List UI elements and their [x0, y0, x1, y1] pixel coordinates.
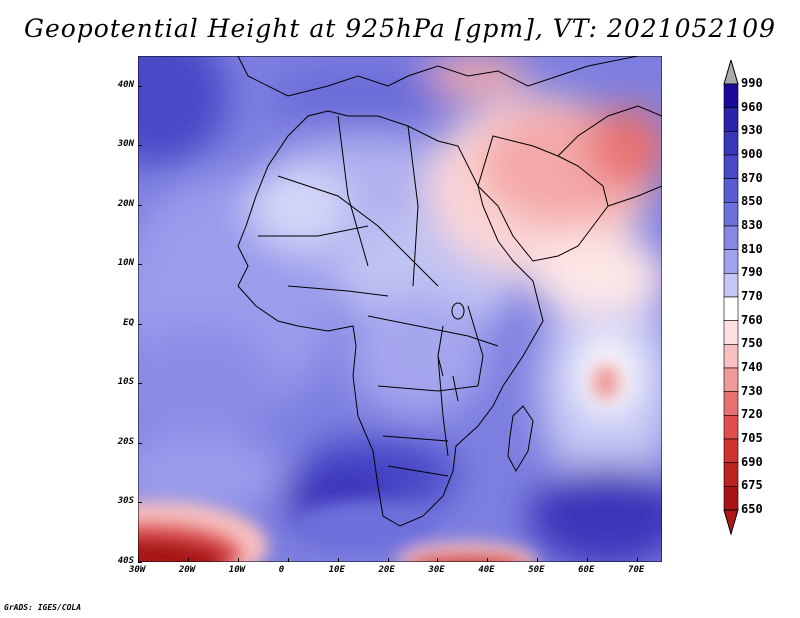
- colorbar-level-label: 830: [741, 218, 763, 232]
- map-canvas: [137, 55, 663, 563]
- colorbar-swatch: [723, 131, 739, 156]
- colorbar-level-label: 810: [741, 241, 763, 256]
- colorbar-swatch: [723, 296, 739, 321]
- lat-label: 10N: [117, 258, 134, 269]
- coastlines: [237, 56, 662, 527]
- colorbar-level-label: 870: [741, 170, 763, 185]
- colorbar-level-label: 750: [741, 336, 763, 351]
- lat-tick: [138, 383, 142, 385]
- lon-label: 60E: [578, 565, 595, 575]
- colorbar-level-label: 790: [741, 265, 763, 280]
- colorbar-swatch: [723, 83, 739, 108]
- colorbar-level-label: 705: [741, 431, 763, 445]
- colorbar-swatch: [723, 225, 739, 250]
- colorbar-swatch: [723, 273, 739, 298]
- footer-credit: GrADS: IGES/COLA: [4, 603, 82, 612]
- lon-tick: [387, 558, 389, 562]
- colorbar-swatch: [723, 415, 739, 440]
- colorbar-level-label: 675: [741, 478, 763, 493]
- lon-label: 30E: [428, 565, 445, 575]
- colorbar-swatch: [723, 438, 739, 463]
- colorbar-swatch: [723, 344, 739, 369]
- colorbar-swatch: [723, 202, 739, 227]
- lon-label: 0: [278, 565, 285, 575]
- lat-label: 10S: [117, 377, 134, 388]
- chart-title: Geopotential Height at 925hPa [gpm], VT:…: [23, 14, 777, 43]
- colorbar-swatch: [723, 249, 739, 274]
- lon-label: 10E: [328, 565, 345, 575]
- lat-label: 40S: [117, 556, 134, 566]
- lon-label: 40E: [478, 565, 495, 575]
- lon-tick: [187, 558, 189, 562]
- colorbar-level-label: 650: [741, 502, 763, 516]
- colorbar-level-label: 990: [741, 76, 763, 90]
- lon-label: 20W: [178, 565, 196, 575]
- map-panel: [137, 55, 663, 563]
- colorbar-level-label: 760: [741, 312, 763, 327]
- colorbar-level-label: 730: [741, 383, 763, 398]
- colorbar-swatch: [723, 154, 739, 179]
- colorbar-swatch: [723, 107, 739, 132]
- lon-label: 70E: [628, 565, 645, 575]
- lon-tick: [437, 558, 439, 562]
- lat-tick: [138, 502, 142, 504]
- lat-label: 20S: [117, 436, 134, 447]
- lat-tick: [138, 264, 142, 266]
- colorbar-level-label: 960: [741, 99, 763, 114]
- colorbar-swatch: [723, 486, 739, 511]
- lon-tick: [587, 558, 589, 562]
- lon-tick: [487, 558, 489, 562]
- colorbar-level-label: 720: [741, 407, 763, 422]
- lat-tick: [138, 85, 142, 87]
- lat-tick: [138, 204, 142, 206]
- lat-label: EQ: [123, 317, 134, 328]
- colorbar-level-label: 850: [741, 194, 763, 209]
- colorbar-level-label: 900: [741, 147, 763, 161]
- lon-tick: [287, 558, 289, 562]
- lat-tick: [138, 442, 142, 444]
- lat-label: 30N: [117, 139, 134, 150]
- colorbar-level-label: 740: [741, 360, 763, 374]
- lon-label: 20E: [378, 565, 395, 575]
- lon-tick: [537, 558, 539, 562]
- lon-label: 10W: [228, 565, 246, 575]
- colorbar-swatches: [723, 60, 739, 536]
- lat-tick: [138, 145, 142, 147]
- lon-tick: [237, 558, 239, 562]
- colorbar-bottom-arrow: [723, 509, 739, 536]
- lat-label: 20N: [117, 198, 134, 209]
- lon-label: 50E: [528, 565, 545, 575]
- colorbar-swatch: [723, 367, 739, 392]
- lat-tick: [138, 562, 142, 563]
- colorbar-top-arrow: [723, 60, 739, 85]
- lon-tick: [138, 558, 139, 562]
- colorbar-level-label: 770: [741, 289, 763, 303]
- colorbar-swatch: [723, 178, 739, 203]
- lat-label: 40N: [117, 79, 134, 90]
- colorbar-level-label: 930: [741, 123, 763, 138]
- lat-tick: [138, 323, 142, 325]
- colorbar-swatch: [723, 391, 739, 416]
- colorbar-swatch: [723, 462, 739, 487]
- colorbar-level-label: 690: [741, 454, 763, 469]
- colorbar-swatch: [723, 320, 739, 345]
- lat-label: 30S: [117, 496, 134, 507]
- lon-label: 30W: [129, 565, 146, 575]
- lon-tick: [637, 558, 639, 562]
- lon-tick: [337, 558, 339, 562]
